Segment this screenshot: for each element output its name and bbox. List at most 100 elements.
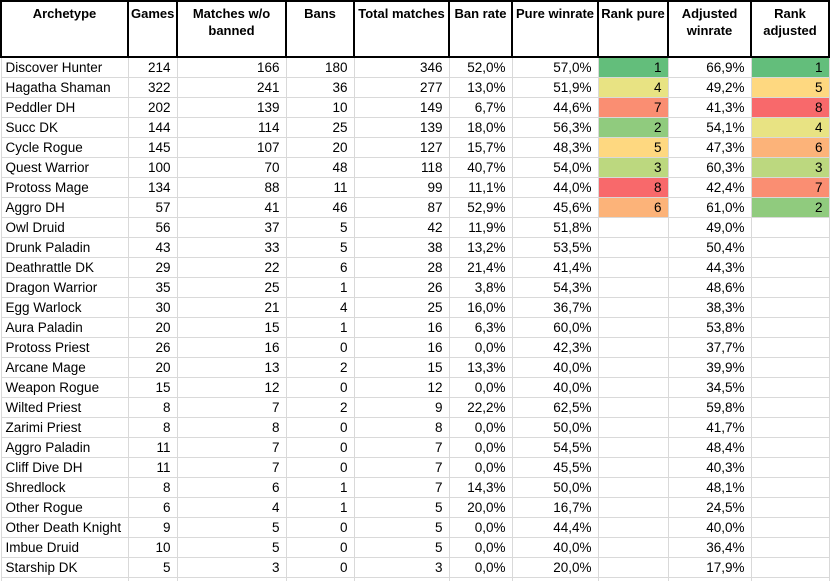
cell-rank_adjusted[interactable]: [750, 417, 830, 438]
cell-total_matches[interactable]: 346: [353, 56, 450, 78]
cell-ban_rate[interactable]: 22,2%: [448, 397, 513, 418]
cell-adjusted_winrate[interactable]: 40,3%: [667, 457, 752, 478]
cell-pure_winrate[interactable]: 54,5%: [511, 437, 599, 458]
cell-pure_winrate[interactable]: 45,6%: [511, 197, 599, 218]
cell-total_matches[interactable]: 9: [353, 397, 450, 418]
cell-adjusted_winrate[interactable]: 39,9%: [667, 357, 752, 378]
cell-games[interactable]: 30: [127, 297, 178, 318]
cell-total_matches[interactable]: 15: [353, 357, 450, 378]
cell-empty[interactable]: [750, 577, 830, 581]
cell-pure_winrate[interactable]: 40,0%: [511, 357, 599, 378]
cell-bans[interactable]: 0: [285, 517, 355, 538]
cell-bans[interactable]: 46: [285, 197, 355, 218]
cell-bans[interactable]: 25: [285, 117, 355, 138]
cell-rank_pure[interactable]: 7: [597, 97, 669, 118]
cell-ban_rate[interactable]: 13,3%: [448, 357, 513, 378]
cell-matches_wo_banned[interactable]: 5: [176, 517, 287, 538]
cell-games[interactable]: 145: [127, 137, 178, 158]
cell-matches_wo_banned[interactable]: 4: [176, 497, 287, 518]
cell-ban_rate[interactable]: 0,0%: [448, 537, 513, 558]
cell-name[interactable]: Discover Hunter: [0, 56, 129, 78]
cell-rank_adjusted[interactable]: 3: [750, 157, 830, 178]
cell-matches_wo_banned[interactable]: 21: [176, 297, 287, 318]
cell-adjusted_winrate[interactable]: 38,3%: [667, 297, 752, 318]
cell-ban_rate[interactable]: 16,0%: [448, 297, 513, 318]
cell-empty[interactable]: [667, 577, 752, 581]
cell-bans[interactable]: 5: [285, 237, 355, 258]
cell-games[interactable]: 26: [127, 337, 178, 358]
cell-pure_winrate[interactable]: 16,7%: [511, 497, 599, 518]
cell-bans[interactable]: 2: [285, 357, 355, 378]
cell-bans[interactable]: 36: [285, 77, 355, 98]
cell-name[interactable]: Owl Druid: [0, 217, 129, 238]
cell-total_matches[interactable]: 5: [353, 497, 450, 518]
cell-pure_winrate[interactable]: 36,7%: [511, 297, 599, 318]
column-header-rank_pure[interactable]: Rank pure: [597, 0, 669, 58]
cell-matches_wo_banned[interactable]: 22: [176, 257, 287, 278]
cell-adjusted_winrate[interactable]: 47,3%: [667, 137, 752, 158]
cell-rank_pure[interactable]: [597, 377, 669, 398]
cell-adjusted_winrate[interactable]: 24,5%: [667, 497, 752, 518]
cell-adjusted_winrate[interactable]: 48,6%: [667, 277, 752, 298]
cell-pure_winrate[interactable]: 60,0%: [511, 317, 599, 338]
cell-bans[interactable]: 1: [285, 497, 355, 518]
cell-matches_wo_banned[interactable]: 6: [176, 477, 287, 498]
cell-adjusted_winrate[interactable]: 53,8%: [667, 317, 752, 338]
cell-rank_pure[interactable]: [597, 337, 669, 358]
cell-name[interactable]: Dragon Warrior: [0, 277, 129, 298]
cell-total_matches[interactable]: 149: [353, 97, 450, 118]
cell-rank_adjusted[interactable]: [750, 297, 830, 318]
cell-name[interactable]: Wilted Priest: [0, 397, 129, 418]
cell-games[interactable]: 11: [127, 437, 178, 458]
cell-ban_rate[interactable]: 13,2%: [448, 237, 513, 258]
cell-matches_wo_banned[interactable]: 15: [176, 317, 287, 338]
cell-bans[interactable]: 1: [285, 477, 355, 498]
cell-rank_pure[interactable]: [597, 277, 669, 298]
cell-bans[interactable]: 48: [285, 157, 355, 178]
cell-ban_rate[interactable]: 18,0%: [448, 117, 513, 138]
cell-rank_pure[interactable]: [597, 557, 669, 578]
cell-pure_winrate[interactable]: 20,0%: [511, 557, 599, 578]
cell-matches_wo_banned[interactable]: 241: [176, 77, 287, 98]
cell-rank_adjusted[interactable]: [750, 437, 830, 458]
cell-pure_winrate[interactable]: 44,4%: [511, 517, 599, 538]
cell-ban_rate[interactable]: 0,0%: [448, 417, 513, 438]
cell-games[interactable]: 322: [127, 77, 178, 98]
cell-games[interactable]: 10: [127, 537, 178, 558]
cell-empty[interactable]: [285, 577, 355, 581]
cell-pure_winrate[interactable]: 50,0%: [511, 477, 599, 498]
cell-name[interactable]: Shredlock: [0, 477, 129, 498]
cell-total_matches[interactable]: 87: [353, 197, 450, 218]
cell-bans[interactable]: 20: [285, 137, 355, 158]
cell-pure_winrate[interactable]: 50,0%: [511, 417, 599, 438]
cell-name[interactable]: Aggro Paladin: [0, 437, 129, 458]
cell-games[interactable]: 6: [127, 497, 178, 518]
cell-empty[interactable]: [353, 577, 450, 581]
cell-pure_winrate[interactable]: 54,3%: [511, 277, 599, 298]
cell-rank_pure[interactable]: [597, 317, 669, 338]
cell-rank_pure[interactable]: 2: [597, 117, 669, 138]
cell-total_matches[interactable]: 99: [353, 177, 450, 198]
cell-rank_pure[interactable]: [597, 357, 669, 378]
cell-rank_adjusted[interactable]: [750, 557, 830, 578]
cell-ban_rate[interactable]: 6,7%: [448, 97, 513, 118]
cell-adjusted_winrate[interactable]: 50,4%: [667, 237, 752, 258]
cell-ban_rate[interactable]: 13,0%: [448, 77, 513, 98]
cell-rank_adjusted[interactable]: [750, 457, 830, 478]
cell-name[interactable]: Drunk Paladin: [0, 237, 129, 258]
cell-bans[interactable]: 0: [285, 437, 355, 458]
cell-rank_adjusted[interactable]: [750, 337, 830, 358]
cell-pure_winrate[interactable]: 53,5%: [511, 237, 599, 258]
cell-games[interactable]: 214: [127, 56, 178, 78]
column-header-adjusted_winrate[interactable]: Adjusted winrate: [667, 0, 752, 58]
cell-pure_winrate[interactable]: 40,0%: [511, 537, 599, 558]
cell-adjusted_winrate[interactable]: 36,4%: [667, 537, 752, 558]
cell-games[interactable]: 8: [127, 477, 178, 498]
cell-rank_pure[interactable]: [597, 237, 669, 258]
cell-rank_adjusted[interactable]: [750, 237, 830, 258]
cell-ban_rate[interactable]: 0,0%: [448, 337, 513, 358]
cell-adjusted_winrate[interactable]: 61,0%: [667, 197, 752, 218]
cell-pure_winrate[interactable]: 51,9%: [511, 77, 599, 98]
cell-rank_pure[interactable]: [597, 537, 669, 558]
cell-rank_adjusted[interactable]: [750, 537, 830, 558]
